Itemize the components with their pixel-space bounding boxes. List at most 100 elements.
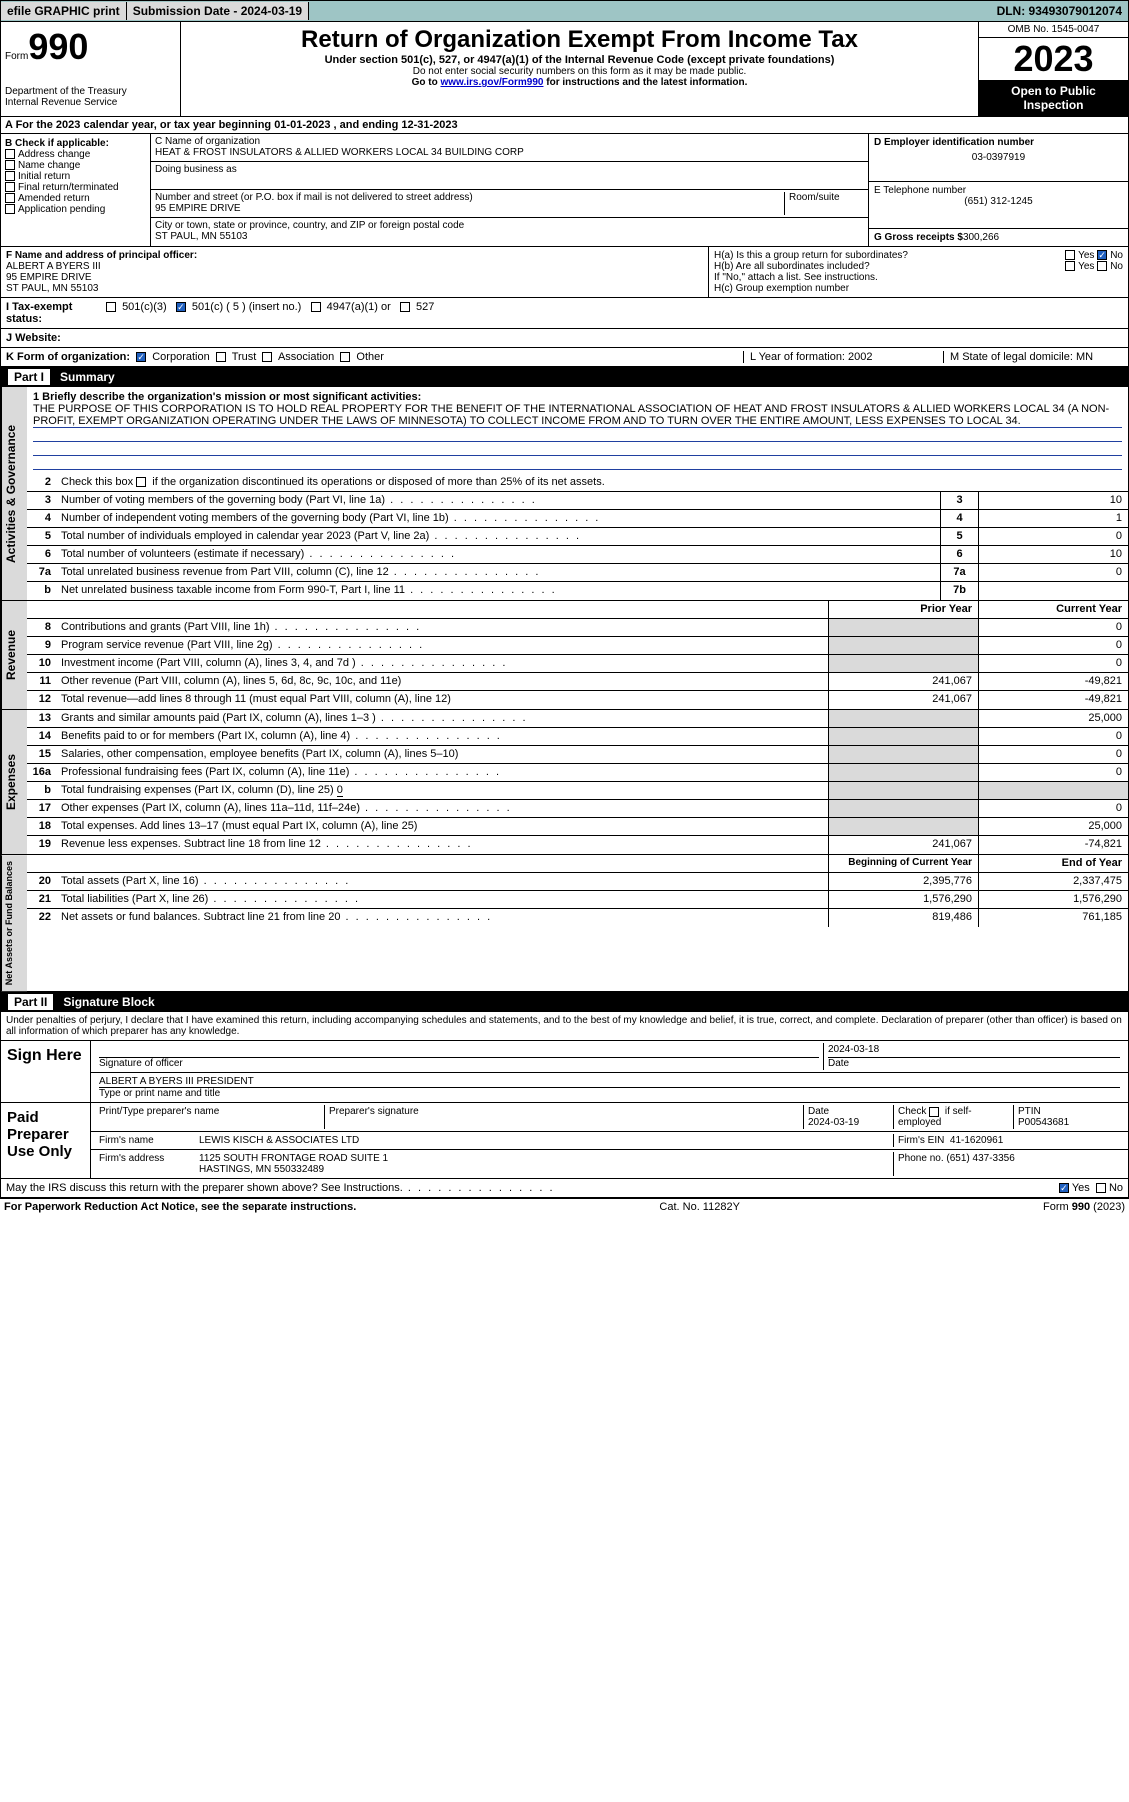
line17-desc: Other expenses (Part IX, column (A), lin…	[57, 800, 828, 817]
dept-label: Department of the Treasury	[5, 86, 176, 97]
sig-officer-label: Signature of officer	[99, 1058, 819, 1069]
ha-yes-checkbox[interactable]	[1065, 250, 1075, 260]
part1-header: Part I Summary	[0, 367, 1129, 387]
part1-label: Part I	[8, 369, 50, 385]
perjury-text: Under penalties of perjury, I declare th…	[0, 1012, 1129, 1041]
name-change-checkbox[interactable]	[5, 160, 15, 170]
amended-label: Amended return	[18, 193, 90, 204]
part2-header: Part II Signature Block	[0, 992, 1129, 1012]
ha-label: H(a) Is this a group return for subordin…	[714, 250, 908, 261]
phone-value: (651) 312-1245	[874, 196, 1123, 207]
sign-here-block: Sign Here Signature of officer 2024-03-1…	[0, 1041, 1129, 1103]
hc-label: H(c) Group exemption number	[714, 283, 1123, 294]
mission-text: THE PURPOSE OF THIS CORPORATION IS TO HO…	[33, 403, 1122, 428]
goto-post: for instructions and the latest informat…	[543, 77, 747, 88]
goto-pre: Go to	[412, 77, 441, 88]
ein-label: D Employer identification number	[874, 137, 1034, 148]
line2-checkbox[interactable]	[136, 477, 146, 487]
line17-curr: 0	[978, 800, 1128, 817]
501c-label: 501(c) ( 5 ) (insert no.)	[192, 301, 301, 313]
line10-desc: Investment income (Part VIII, column (A)…	[57, 655, 828, 672]
hb-yes-checkbox[interactable]	[1065, 261, 1075, 271]
app-pending-label: Application pending	[18, 204, 105, 215]
officer-name: ALBERT A BYERS III	[6, 261, 703, 272]
row-i: I Tax-exempt status: 501(c)(3) 501(c) ( …	[0, 298, 1129, 329]
form-word: Form	[5, 51, 28, 62]
submission-date-button[interactable]: Submission Date - 2024-03-19	[127, 2, 309, 20]
city-value: ST PAUL, MN 55103	[155, 231, 864, 242]
initial-return-label: Initial return	[18, 171, 70, 182]
section-a: A For the 2023 calendar year, or tax yea…	[0, 117, 1129, 134]
ha-no-checkbox[interactable]	[1097, 250, 1107, 260]
501c3-checkbox[interactable]	[106, 302, 116, 312]
501c-checkbox[interactable]	[176, 302, 186, 312]
501c3-label: 501(c)(3)	[122, 301, 167, 313]
line7a-desc: Total unrelated business revenue from Pa…	[57, 564, 940, 581]
public-inspection: Open to Public Inspection	[979, 80, 1128, 116]
yes-label-2: Yes	[1078, 261, 1094, 272]
city-label: City or town, state or province, country…	[155, 220, 864, 231]
ptin-label: PTIN	[1018, 1106, 1041, 1117]
col-b-header: B Check if applicable:	[5, 138, 109, 149]
line7b-desc: Net unrelated business taxable income fr…	[57, 582, 940, 600]
room-label: Room/suite	[784, 192, 864, 215]
line16a-curr: 0	[978, 764, 1128, 781]
paid-preparer-block: Paid Preparer Use Only Print/Type prepar…	[0, 1103, 1129, 1179]
tax-year: 2023	[979, 38, 1128, 80]
line7a-value: 0	[978, 564, 1128, 581]
4947-checkbox[interactable]	[311, 302, 321, 312]
line12-curr: -49,821	[978, 691, 1128, 709]
amended-checkbox[interactable]	[5, 193, 15, 203]
officer-label: F Name and address of principal officer:	[6, 250, 197, 261]
other-checkbox[interactable]	[340, 352, 350, 362]
final-return-checkbox[interactable]	[5, 182, 15, 192]
line2-text: Check this box if the organization disco…	[61, 476, 605, 488]
line5-value: 0	[978, 528, 1128, 545]
line10-curr: 0	[978, 655, 1128, 672]
addr-change-checkbox[interactable]	[5, 149, 15, 159]
hb-label: H(b) Are all subordinates included?	[714, 261, 870, 272]
line11-curr: -49,821	[978, 673, 1128, 690]
prep-date-label: Date	[808, 1106, 829, 1117]
org-name: HEAT & FROST INSULATORS & ALLIED WORKERS…	[155, 147, 864, 158]
form-footer: Form 990 (2023)	[1043, 1201, 1125, 1213]
line11-prior: 241,067	[828, 673, 978, 690]
assoc-checkbox[interactable]	[262, 352, 272, 362]
trust-label: Trust	[232, 351, 257, 363]
other-label: Other	[356, 351, 384, 363]
final-return-label: Final return/terminated	[18, 182, 119, 193]
firm-phone: (651) 437-3356	[946, 1153, 1014, 1164]
line20-prior: 2,395,776	[828, 873, 978, 890]
line12-desc: Total revenue—add lines 8 through 11 (mu…	[57, 691, 828, 709]
ptin-value: P00543681	[1018, 1117, 1069, 1128]
app-pending-checkbox[interactable]	[5, 204, 15, 214]
line11-desc: Other revenue (Part VIII, column (A), li…	[57, 673, 828, 690]
firm-ein: 41-1620961	[950, 1135, 1003, 1146]
firm-phone-label: Phone no.	[898, 1153, 944, 1164]
initial-return-checkbox[interactable]	[5, 171, 15, 181]
self-employed-checkbox[interactable]	[929, 1107, 939, 1117]
line22-curr: 761,185	[978, 909, 1128, 927]
527-checkbox[interactable]	[400, 302, 410, 312]
top-bar: efile GRAPHIC print Submission Date - 20…	[0, 0, 1129, 22]
part2-title: Signature Block	[63, 995, 154, 1009]
discuss-yes-checkbox[interactable]	[1059, 1183, 1069, 1193]
org-name-label: C Name of organization	[155, 136, 864, 147]
prep-date: 2024-03-19	[808, 1117, 859, 1128]
instructions-link[interactable]: www.irs.gov/Form990	[440, 77, 543, 88]
print-name-label: Type or print name and title	[99, 1088, 1120, 1099]
trust-checkbox[interactable]	[216, 352, 226, 362]
form-number: 990	[28, 26, 88, 67]
prep-name-label: Print/Type preparer's name	[95, 1105, 325, 1129]
hb-no-checkbox[interactable]	[1097, 261, 1107, 271]
line19-curr: -74,821	[978, 836, 1128, 854]
state-domicile: M State of legal domicile: MN	[943, 351, 1123, 363]
discuss-no-checkbox[interactable]	[1096, 1183, 1106, 1193]
line6-desc: Total number of volunteers (estimate if …	[57, 546, 940, 563]
addr-change-label: Address change	[18, 149, 90, 160]
efile-print-button[interactable]: efile GRAPHIC print	[1, 2, 127, 20]
corp-checkbox[interactable]	[136, 352, 146, 362]
line21-prior: 1,576,290	[828, 891, 978, 908]
line3-value: 10	[978, 492, 1128, 509]
discuss-no: No	[1109, 1182, 1123, 1194]
